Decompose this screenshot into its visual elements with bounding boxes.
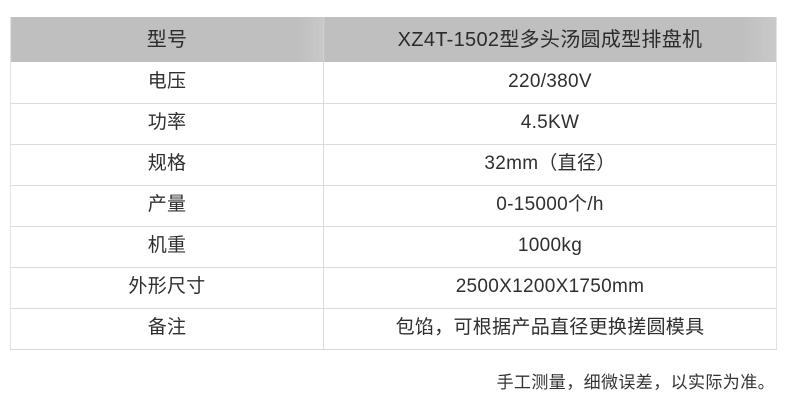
specification-table: 型号 XZ4T-1502型多头汤圆成型排盘机 电压 220/380V 功率 4.… <box>10 17 777 350</box>
table-row: 外形尺寸 2500X1200X1750mm <box>10 267 777 309</box>
table-row: 电压 220/380V <box>10 62 777 104</box>
table-header: 型号 XZ4T-1502型多头汤圆成型排盘机 <box>10 17 777 62</box>
row-value-remarks: 包馅，可根据产品直径更换搓圆模具 <box>323 308 777 350</box>
table-row: 产量 0-15000个/h <box>10 185 777 227</box>
row-label-power: 功率 <box>10 103 324 145</box>
row-label-spec: 规格 <box>10 144 324 186</box>
table-row: 机重 1000kg <box>10 226 777 268</box>
row-value-power: 4.5KW <box>323 103 777 145</box>
table-row: 规格 32mm（直径） <box>10 144 777 186</box>
table-header-row: 型号 XZ4T-1502型多头汤圆成型排盘机 <box>10 17 777 62</box>
row-value-voltage: 220/380V <box>323 62 777 104</box>
row-label-weight: 机重 <box>10 226 324 268</box>
row-value-output: 0-15000个/h <box>323 185 777 227</box>
row-value-weight: 1000kg <box>323 226 777 268</box>
table-body: 电压 220/380V 功率 4.5KW 规格 32mm（直径） 产量 0-15… <box>10 62 777 350</box>
table-row: 备注 包馅，可根据产品直径更换搓圆模具 <box>10 308 777 350</box>
row-label-output: 产量 <box>10 185 324 227</box>
row-value-spec: 32mm（直径） <box>323 144 777 186</box>
measurement-disclaimer: 手工测量，细微误差，以实际为准。 <box>496 373 775 392</box>
row-label-remarks: 备注 <box>10 308 324 350</box>
row-value-dimensions: 2500X1200X1750mm <box>323 267 777 309</box>
header-label-model: 型号 <box>10 17 324 62</box>
header-value-model-name: XZ4T-1502型多头汤圆成型排盘机 <box>323 17 777 62</box>
table-row: 功率 4.5KW <box>10 103 777 145</box>
row-label-voltage: 电压 <box>10 62 324 104</box>
row-label-dimensions: 外形尺寸 <box>10 267 324 309</box>
